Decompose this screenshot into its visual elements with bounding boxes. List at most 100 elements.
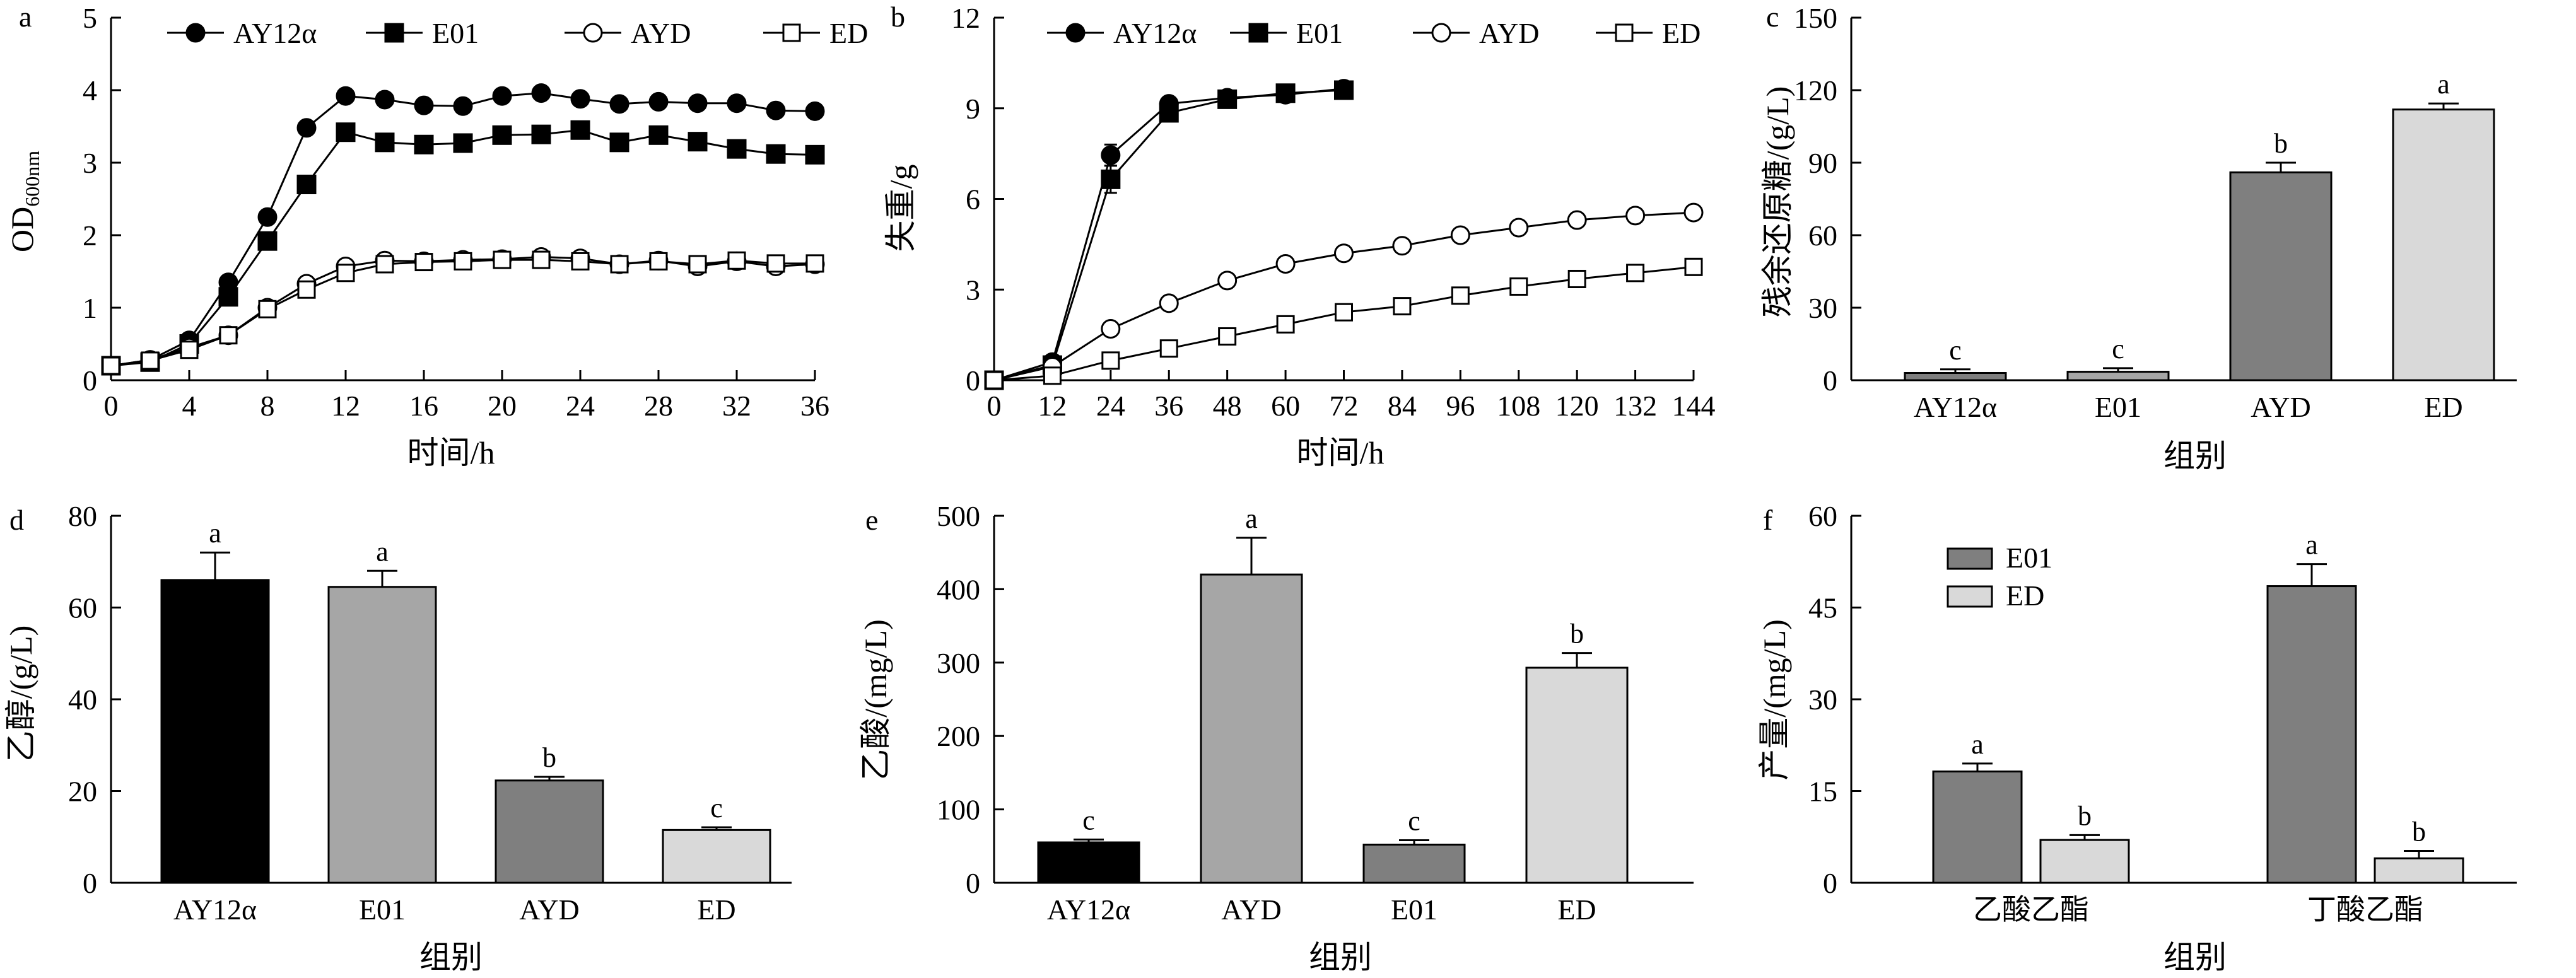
x-category-label: 丁酸乙酯 (2307, 894, 2423, 926)
legend-swatch (1947, 547, 1993, 570)
x-tick-label: 24 (1096, 390, 1125, 422)
y-axis-label: OD600nm (4, 151, 44, 252)
x-axis-label: 组别 (2163, 940, 2227, 975)
data-point (1159, 103, 1179, 123)
x-category-label: ED (697, 894, 735, 926)
y-tick-label: 0 (1823, 364, 1837, 397)
data-point (727, 93, 747, 114)
y-tick-label: 90 (1808, 147, 1837, 179)
series-line-E01 (110, 129, 816, 367)
bar-AYD (495, 779, 604, 884)
data-point (1451, 286, 1470, 305)
significance-letter: b (2412, 817, 2426, 847)
data-point (688, 132, 708, 152)
data-point (648, 91, 669, 112)
data-point (219, 326, 238, 345)
y-tick-label: 40 (68, 684, 97, 716)
data-point (1335, 303, 1353, 322)
data-point (1683, 202, 1704, 223)
panel-d-ethanol-bars: d 乙醇/(g/L) 组别 0 20 40 60 80 a AY12α a E01 b AYD c ED (3, 500, 792, 975)
x-tick-label: 108 (1497, 390, 1540, 422)
data-point (1218, 327, 1237, 346)
y-axis-label: 失重/g (883, 165, 918, 252)
y-tick-label: 12 (951, 2, 980, 34)
x-category-label: 乙酸乙酯 (1973, 894, 2089, 926)
x-category-label: AY12α (1047, 894, 1130, 926)
x-category-label: AY12α (173, 894, 257, 926)
data-point (1684, 257, 1703, 276)
y-tick-label: 2 (83, 219, 97, 252)
significance-letter: a (209, 518, 221, 549)
y-tick-label: 0 (83, 867, 97, 899)
significance-letter: b (2078, 800, 2092, 831)
data-point (258, 300, 277, 318)
data-point (766, 144, 786, 164)
significance-letter: a (2305, 530, 2318, 561)
significance-letter: b (1570, 619, 1584, 649)
data-point (1393, 297, 1412, 316)
y-tick-label: 400 (937, 573, 980, 605)
panel-label: e (865, 504, 878, 536)
data-point (336, 264, 355, 282)
x-tick-label: 24 (566, 390, 595, 422)
bar-ED (1525, 667, 1629, 884)
data-point (805, 144, 825, 165)
significance-letter: a (2437, 69, 2450, 100)
y-axis-label: 残余还原糖/(g/L) (1760, 86, 1795, 318)
series-line-E01 (993, 89, 1344, 381)
bar-AY12α (160, 579, 270, 884)
legend-label: E01 (2006, 542, 2052, 574)
significance-letter: c (2112, 334, 2124, 364)
bar-ED-乙酸乙酯 (2039, 839, 2130, 884)
data-point (414, 95, 434, 115)
x-tick-label: 96 (1446, 390, 1475, 422)
data-point (688, 255, 707, 274)
data-point (766, 100, 786, 120)
data-point (649, 252, 668, 271)
legend-label: AY12α (233, 17, 317, 49)
data-point (1626, 264, 1645, 282)
bar-E01 (1362, 843, 1466, 884)
significance-letter: b (2274, 128, 2288, 159)
data-point (492, 86, 512, 106)
significance-letter: c (710, 793, 723, 824)
data-point (1509, 218, 1529, 238)
x-tick-label: 0 (987, 390, 1002, 422)
y-tick-label: 15 (1808, 776, 1837, 808)
y-tick-label: 45 (1808, 592, 1837, 624)
data-point (1567, 269, 1586, 288)
x-category-label: E01 (2095, 391, 2141, 423)
y-tick-label: 300 (937, 647, 980, 679)
data-point (609, 132, 629, 153)
x-category-label: AYD (2251, 391, 2310, 423)
data-point (1275, 254, 1296, 274)
data-point (1392, 236, 1412, 256)
x-category-label: ED (2424, 391, 2462, 423)
significance-letter: c (1408, 805, 1420, 836)
x-tick-label: 28 (644, 390, 673, 422)
data-point (180, 341, 199, 359)
x-tick-label: 32 (722, 390, 751, 422)
x-category-label: ED (1557, 894, 1596, 926)
data-point (1217, 271, 1238, 291)
legend-marker (185, 23, 206, 43)
data-point (688, 93, 708, 114)
significance-letter: a (376, 536, 389, 567)
series-line-ED (110, 259, 815, 367)
y-tick-label: 9 (966, 93, 980, 125)
x-axis-label: 组别 (1309, 940, 1372, 975)
data-point (532, 250, 551, 269)
series-line-AY12α (993, 88, 1344, 381)
bar-AYD (1200, 573, 1303, 884)
data-point (1509, 277, 1528, 296)
data-point (296, 118, 317, 138)
panel-label: c (1766, 1, 1779, 33)
y-tick-label: 4 (83, 74, 97, 107)
data-point (570, 89, 590, 109)
data-point (1567, 210, 1587, 230)
data-point (1275, 83, 1296, 103)
panel-label: d (9, 504, 24, 536)
data-point (257, 207, 278, 227)
data-point (257, 231, 278, 251)
